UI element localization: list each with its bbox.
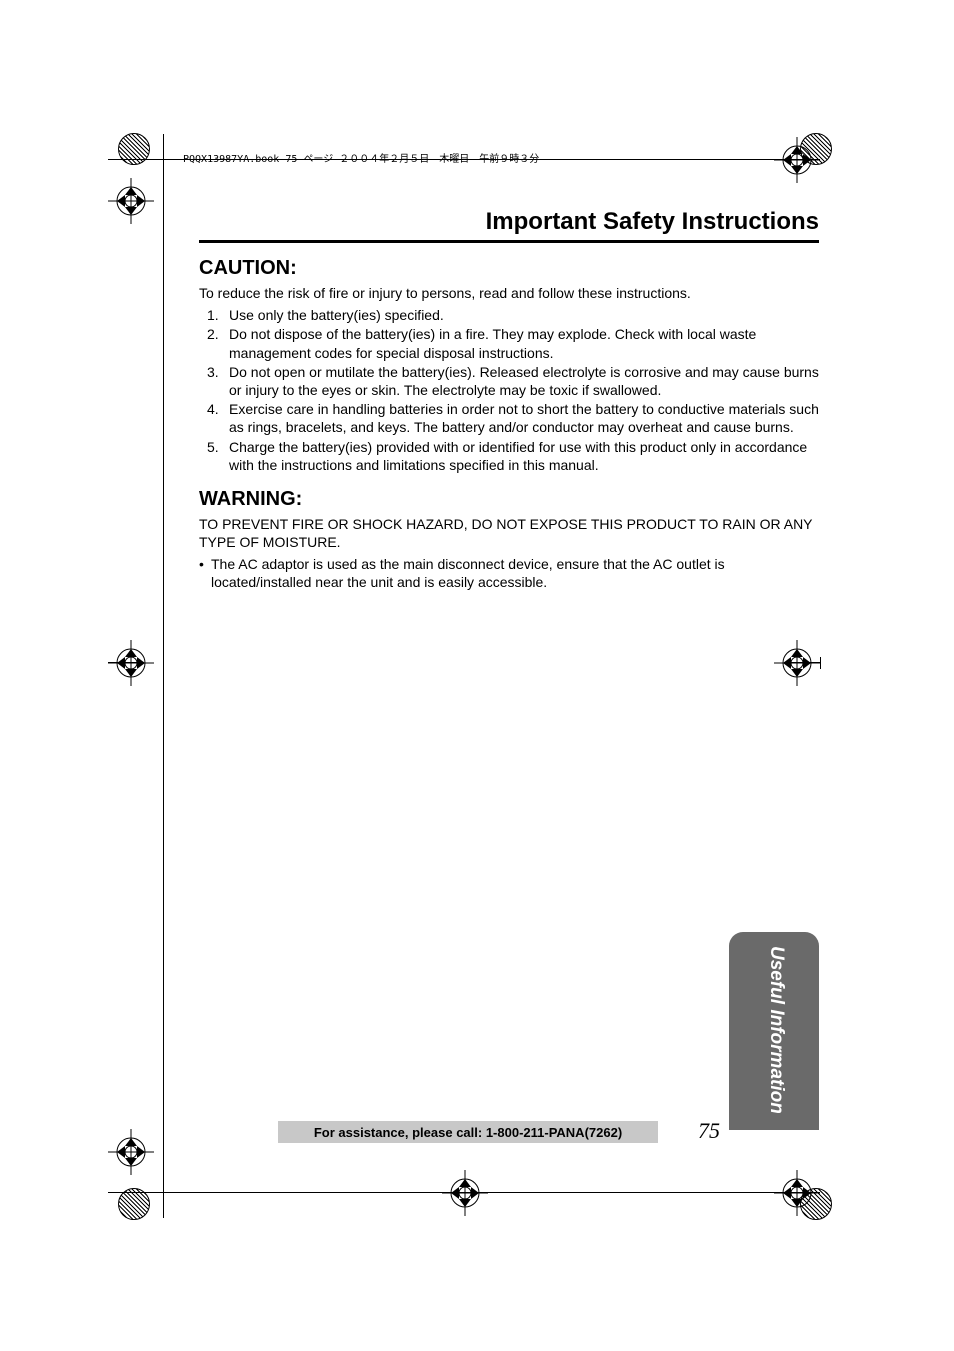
page-title: Important Safety Instructions	[199, 208, 819, 243]
section-tab-label: Useful Information	[765, 946, 787, 1114]
corner-mark-icon	[800, 133, 832, 165]
caution-item: 5.Charge the battery(ies) provided with …	[207, 438, 819, 474]
page-number: 75	[698, 1118, 720, 1144]
page-body: Important Safety Instructions CAUTION: T…	[199, 208, 819, 592]
caution-intro: To reduce the risk of fire or injury to …	[199, 284, 819, 302]
section-tab: Useful Information	[729, 932, 819, 1130]
registration-mark-icon	[108, 640, 154, 686]
caution-heading: CAUTION:	[199, 257, 819, 280]
registration-mark-icon	[108, 1129, 154, 1175]
corner-mark-icon	[118, 1188, 150, 1220]
warning-heading: WARNING:	[199, 488, 819, 511]
caution-item: 2.Do not dispose of the battery(ies) in …	[207, 325, 819, 361]
warning-bullet: The AC adaptor is used as the main disco…	[199, 555, 819, 591]
registration-mark-icon	[442, 1170, 488, 1216]
warning-intro: TO PREVENT FIRE OR SHOCK HAZARD, DO NOT …	[199, 515, 819, 551]
print-header-info: PQQX13987YA.book 75 ページ ２００４年２月５日 木曜日 午前…	[183, 150, 539, 165]
registration-mark-icon	[774, 640, 820, 686]
caution-list: 1.Use only the battery(ies) specified.2.…	[199, 306, 819, 474]
corner-mark-icon	[800, 1188, 832, 1220]
footer-bar: For assistance, please call: 1-800-211-P…	[278, 1121, 658, 1143]
caution-item: 4.Exercise care in handling batteries in…	[207, 400, 819, 436]
caution-item: 3.Do not open or mutilate the battery(ie…	[207, 363, 819, 399]
registration-mark-icon	[108, 178, 154, 224]
corner-mark-icon	[118, 133, 150, 165]
caution-item: 1.Use only the battery(ies) specified.	[207, 306, 819, 324]
footer-text: For assistance, please call: 1-800-211-P…	[314, 1125, 622, 1140]
